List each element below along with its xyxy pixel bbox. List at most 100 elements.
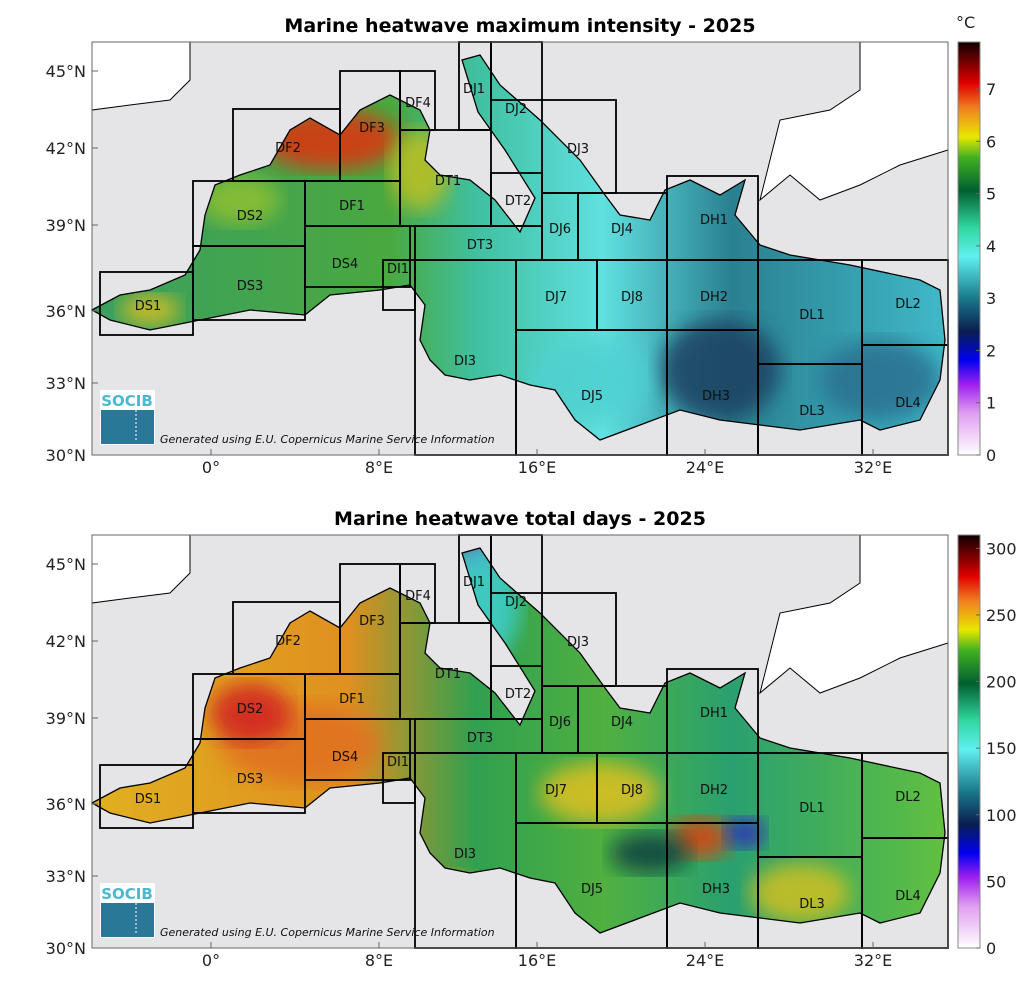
region-label: DJ8: [621, 783, 643, 798]
region-label: DT2: [505, 194, 531, 209]
region-label: DJ6: [549, 222, 571, 237]
region-label: DL1: [799, 308, 825, 323]
region-label: DS4: [332, 750, 359, 765]
region-label: DS2: [237, 702, 264, 717]
y-tick-label: 39°N: [46, 216, 86, 235]
colorbar: 0 1 2 3 4 5 6 7 °C: [956, 13, 996, 465]
region-label: DI1: [387, 755, 409, 770]
region-label: DJ4: [611, 715, 633, 730]
credit-text: Generated using E.U. Copernicus Marine S…: [160, 433, 495, 446]
region-label: DF1: [339, 199, 365, 214]
region-label: DL1: [799, 801, 825, 816]
colorbar: 0 50 100 150 200 250 300: [957, 534, 1017, 958]
colorbar-tick: 0: [986, 446, 996, 465]
socib-logo: SOCIB: [100, 390, 155, 445]
region-label: DI3: [454, 847, 476, 862]
region-label: DS1: [135, 792, 162, 807]
y-tick-label: 45°N: [46, 555, 86, 574]
region-label: DI1: [387, 262, 409, 277]
region-label: DL3: [799, 404, 825, 419]
region-label: DJ2: [505, 102, 527, 117]
colorbar-tick: 100: [986, 806, 1017, 825]
region-label: DJ5: [581, 389, 603, 404]
chart-title: Marine heatwave total days - 2025: [334, 508, 706, 530]
y-tick-label: 42°N: [46, 139, 86, 158]
colorbar-unit: °C: [956, 13, 975, 32]
map-panel-2: Marine heatwave total days - 2025 DS1 DS2 D…: [46, 508, 1017, 970]
region-label: DJ8: [621, 290, 643, 305]
region-label: DJ6: [549, 715, 571, 730]
region-label: DS3: [237, 279, 264, 294]
y-tick-label: 45°N: [46, 62, 86, 81]
region-label: DH1: [700, 213, 728, 228]
region-label: DF2: [275, 634, 301, 649]
region-label: DF4: [405, 589, 431, 604]
y-tick-label: 30°N: [46, 939, 86, 958]
y-tick-label: 39°N: [46, 709, 86, 728]
x-tick-label: 32°E: [854, 458, 892, 477]
coastline: [90, 54, 946, 441]
x-tick-label: 8°E: [365, 458, 393, 477]
region-label: DJ2: [505, 595, 527, 610]
y-tick-label: 30°N: [46, 446, 86, 465]
region-label: DF3: [359, 614, 385, 629]
colorbar-tick: 250: [986, 606, 1017, 625]
x-tick-label: 24°E: [686, 951, 724, 970]
region-label: DI3: [454, 354, 476, 369]
region-label: DS4: [332, 257, 359, 272]
colorbar-tick: 5: [986, 185, 996, 204]
region-label: DL2: [895, 790, 921, 805]
x-tick-label: 0°: [202, 458, 220, 477]
region-label: DL3: [799, 897, 825, 912]
colorbar-tick: 7: [986, 80, 996, 99]
region-label: DS1: [135, 299, 162, 314]
region-label: DJ7: [545, 290, 567, 305]
plot-frame: [91, 534, 949, 949]
x-tick-label: 24°E: [686, 458, 724, 477]
x-tick-label: 8°E: [365, 951, 393, 970]
region-label: DH3: [702, 389, 730, 404]
region-label: DL2: [895, 297, 921, 312]
region-label: DF2: [275, 141, 301, 156]
region-label: DS3: [237, 772, 264, 787]
y-tick-label: 36°N: [46, 795, 86, 814]
x-tick-label: 16°E: [518, 458, 556, 477]
svg-text:SOCIB: SOCIB: [101, 885, 153, 903]
region-label: DH2: [700, 783, 728, 798]
region-label: DH2: [700, 290, 728, 305]
region-label: DT1: [435, 174, 461, 189]
region-label: DF4: [405, 96, 431, 111]
y-tick-label: 33°N: [46, 867, 86, 886]
map-panel-1: Marine heatwave maximum intensity - 2025…: [46, 13, 997, 477]
colorbar-tick: 1: [986, 394, 996, 413]
colorbar-tick: 4: [986, 237, 996, 256]
svg-text:SOCIB: SOCIB: [101, 392, 153, 410]
region-label: DT2: [505, 687, 531, 702]
x-tick-label: 16°E: [518, 951, 556, 970]
socib-logo: SOCIB: [100, 883, 155, 938]
colorbar-tick: 150: [986, 739, 1017, 758]
region-label: DL4: [895, 396, 921, 411]
colorbar-tick: 300: [986, 539, 1017, 558]
region-label: DJ5: [581, 882, 603, 897]
colorbar-tick: 200: [986, 673, 1017, 692]
colorbar-tick: 0: [986, 939, 996, 958]
region-label: DF1: [339, 692, 365, 707]
credit-text: Generated using E.U. Copernicus Marine S…: [160, 926, 495, 939]
plot-frame: [91, 41, 949, 456]
region-label: DJ3: [567, 142, 589, 157]
coastline: [90, 547, 946, 934]
colorbar-tick: 6: [986, 132, 996, 151]
x-tick-label: 32°E: [854, 951, 892, 970]
region-label: DJ1: [463, 82, 485, 97]
x-tick-label: 0°: [202, 951, 220, 970]
region-label: DL4: [895, 889, 921, 904]
region-label: DT1: [435, 667, 461, 682]
region-label: DJ4: [611, 222, 633, 237]
y-tick-label: 36°N: [46, 302, 86, 321]
region-label: DJ3: [567, 635, 589, 650]
region-label: DT3: [467, 731, 493, 746]
colorbar-tick: 2: [986, 341, 996, 360]
y-tick-label: 33°N: [46, 374, 86, 393]
